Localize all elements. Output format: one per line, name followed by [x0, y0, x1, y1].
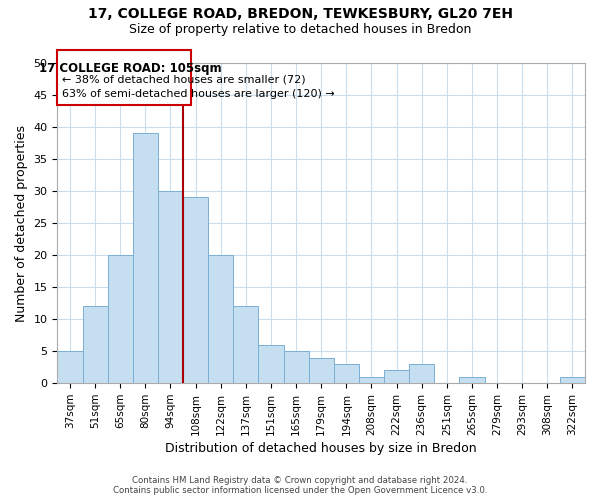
Bar [384, 370, 409, 383]
Bar [83, 306, 107, 383]
Bar [409, 364, 434, 383]
Bar [58, 351, 83, 383]
Text: 17, COLLEGE ROAD, BREDON, TEWKESBURY, GL20 7EH: 17, COLLEGE ROAD, BREDON, TEWKESBURY, GL… [88, 8, 512, 22]
Text: 63% of semi-detached houses are larger (120) →: 63% of semi-detached houses are larger (… [62, 88, 335, 99]
Bar [284, 351, 308, 383]
Bar [334, 364, 359, 383]
X-axis label: Distribution of detached houses by size in Bredon: Distribution of detached houses by size … [166, 442, 477, 455]
Bar [183, 198, 208, 383]
Bar [560, 377, 585, 383]
Bar [208, 255, 233, 383]
Bar [259, 345, 284, 383]
Bar [308, 358, 334, 383]
Bar [158, 191, 183, 383]
Text: ← 38% of detached houses are smaller (72): ← 38% of detached houses are smaller (72… [62, 74, 306, 85]
FancyBboxPatch shape [58, 50, 191, 104]
Bar [133, 134, 158, 383]
Text: 17 COLLEGE ROAD: 105sqm: 17 COLLEGE ROAD: 105sqm [39, 62, 221, 74]
Text: Size of property relative to detached houses in Bredon: Size of property relative to detached ho… [129, 22, 471, 36]
Bar [233, 306, 259, 383]
Bar [107, 255, 133, 383]
Y-axis label: Number of detached properties: Number of detached properties [15, 124, 28, 322]
Bar [359, 377, 384, 383]
Bar [460, 377, 485, 383]
Text: Contains HM Land Registry data © Crown copyright and database right 2024.
Contai: Contains HM Land Registry data © Crown c… [113, 476, 487, 495]
